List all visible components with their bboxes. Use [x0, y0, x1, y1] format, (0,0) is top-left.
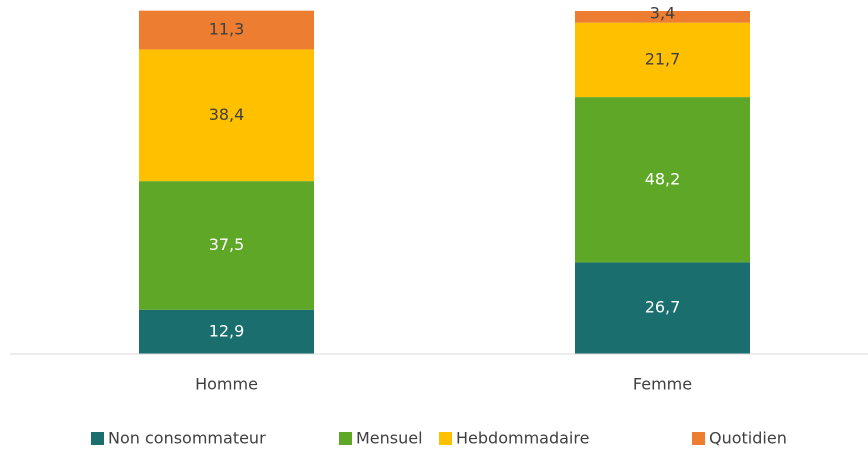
data-label: 37,5	[209, 235, 245, 254]
data-label: 21,7	[645, 49, 681, 68]
bar-segment	[575, 262, 750, 354]
bar-segment	[139, 181, 314, 310]
legend-swatch	[91, 432, 104, 445]
legend-swatch	[439, 432, 452, 445]
data-label: 11,3	[209, 20, 245, 39]
bar-segment	[139, 309, 314, 354]
bar-segment	[139, 10, 314, 50]
legend-swatch	[339, 432, 352, 445]
bar-segment	[575, 11, 750, 23]
legend-swatch	[692, 432, 705, 445]
legend-label: Hebdommadaire	[456, 429, 589, 448]
data-label: 12,9	[209, 321, 245, 340]
x-tick-label: Homme	[195, 375, 258, 394]
legend-label: Non consommateur	[108, 429, 266, 448]
bar-segment	[575, 97, 750, 263]
data-label: 38,4	[209, 105, 245, 124]
data-label: 3,4	[650, 3, 675, 22]
bar-segment	[139, 49, 314, 182]
data-label: 48,2	[645, 169, 681, 188]
bar-segment	[575, 22, 750, 98]
x-tick-label: Femme	[633, 375, 692, 394]
legend-label: Mensuel	[356, 429, 423, 448]
data-label: 26,7	[645, 298, 681, 317]
legend-label: Quotidien	[709, 429, 787, 448]
